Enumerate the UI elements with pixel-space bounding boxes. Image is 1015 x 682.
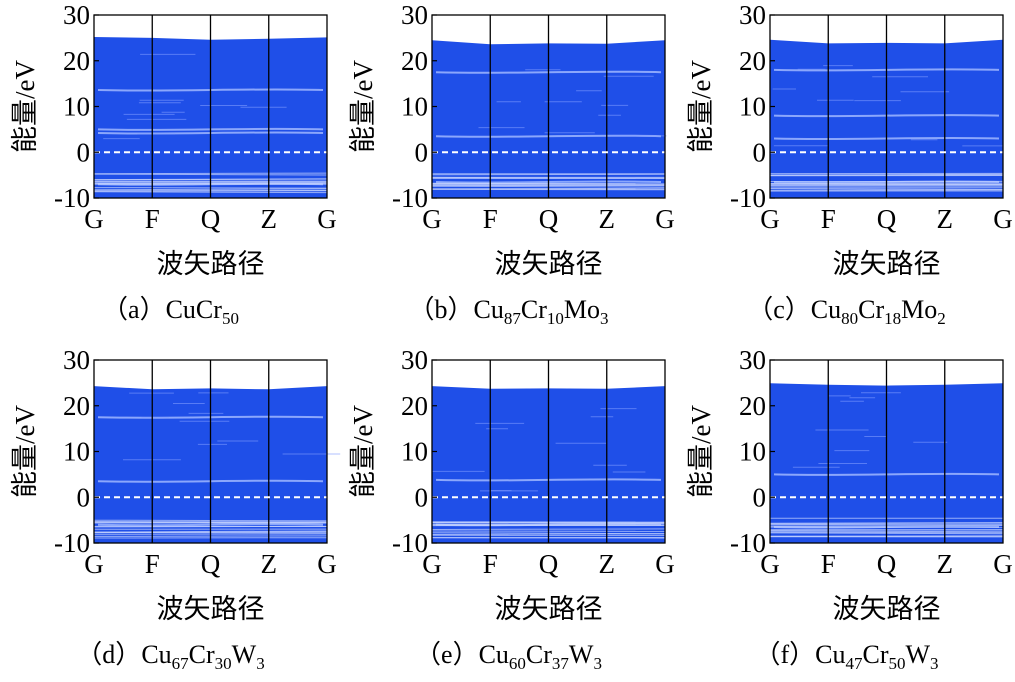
x-tick-label: G [655, 204, 675, 234]
x-tick-label: Z [599, 549, 616, 579]
x-axis-label: 波矢路径 [495, 249, 603, 279]
x-tick-label: Q [877, 204, 897, 234]
band-chart-svg: -100102030GFQZG能量/eV波矢路径（c）Cu80​Cr18​Mo2… [676, 0, 1014, 337]
x-tick-label: Q [201, 204, 221, 234]
y-axis-label: 能量/eV [686, 60, 716, 153]
y-tick-label: 0 [77, 137, 91, 167]
y-tick-label: 0 [415, 137, 429, 167]
x-tick-label: G [317, 549, 337, 579]
panel-caption: （e）Cu60​Cr37​W3​ [415, 640, 602, 673]
y-tick-label: 20 [401, 391, 428, 421]
y-tick-label: 10 [739, 437, 766, 467]
x-tick-label: Q [877, 549, 897, 579]
x-tick-label: Z [261, 204, 278, 234]
x-tick-label: F [483, 204, 498, 234]
panel-caption: （f）Cu47​Cr50​W3​ [754, 640, 938, 673]
x-tick-label: Z [937, 549, 954, 579]
y-tick-label: 0 [77, 482, 91, 512]
y-tick-label: 30 [63, 345, 90, 375]
x-tick-label: G [993, 204, 1013, 234]
band-panel-b: -100102030GFQZG能量/eV波矢路径（b）Cu87​Cr10​Mo3… [338, 0, 676, 337]
x-tick-label: Z [937, 204, 954, 234]
y-tick-label: 30 [739, 0, 766, 30]
x-tick-label: G [655, 549, 675, 579]
y-tick-label: 20 [739, 46, 766, 76]
y-tick-label: 30 [739, 345, 766, 375]
y-axis-label: 能量/eV [348, 60, 378, 153]
x-tick-label: G [422, 204, 442, 234]
y-tick-label: 10 [63, 92, 90, 122]
y-axis-label: 能量/eV [686, 405, 716, 498]
y-tick-label: 20 [63, 46, 90, 76]
x-tick-label: F [145, 549, 160, 579]
y-tick-label: 10 [63, 437, 90, 467]
x-tick-label: G [993, 549, 1013, 579]
band-panel-c: -100102030GFQZG能量/eV波矢路径（c）Cu80​Cr18​Mo2… [676, 0, 1014, 337]
y-tick-label: 20 [63, 391, 90, 421]
panel-caption: （d）Cu67​Cr30​W3​ [76, 640, 264, 673]
x-tick-label: Q [201, 549, 221, 579]
panel-caption: （c）Cu80​Cr18​Mo2​ [747, 295, 946, 328]
y-tick-label: 30 [401, 345, 428, 375]
y-tick-label: 20 [401, 46, 428, 76]
x-tick-label: G [84, 549, 104, 579]
x-tick-label: G [760, 204, 780, 234]
y-axis-label: 能量/eV [348, 405, 378, 498]
x-axis-label: 波矢路径 [833, 249, 941, 279]
y-tick-label: 0 [753, 137, 767, 167]
x-tick-label: F [821, 204, 836, 234]
x-tick-label: Z [261, 549, 278, 579]
band-chart-svg: -100102030GFQZG能量/eV波矢路径（b）Cu87​Cr10​Mo3… [338, 0, 676, 337]
y-tick-label: 10 [739, 92, 766, 122]
x-tick-label: G [84, 204, 104, 234]
x-axis-label: 波矢路径 [833, 594, 941, 624]
y-tick-label: 0 [753, 482, 767, 512]
x-tick-label: Q [539, 549, 559, 579]
y-axis-label: 能量/eV [10, 405, 40, 498]
x-axis-label: 波矢路径 [157, 249, 265, 279]
x-tick-label: G [760, 549, 780, 579]
y-tick-label: 30 [63, 0, 90, 30]
panel-caption: （b）Cu87​Cr10​Mo3​ [409, 295, 609, 328]
x-axis-label: 波矢路径 [157, 594, 265, 624]
panel-caption: （a）CuCr50​ [102, 295, 239, 328]
y-tick-label: 20 [739, 391, 766, 421]
x-tick-label: Q [539, 204, 559, 234]
x-tick-label: F [483, 549, 498, 579]
x-tick-label: Z [599, 204, 616, 234]
y-tick-label: 0 [415, 482, 429, 512]
x-tick-label: F [145, 204, 160, 234]
x-axis-label: 波矢路径 [495, 594, 603, 624]
x-tick-label: F [821, 549, 836, 579]
y-tick-label: 10 [401, 92, 428, 122]
y-axis-label: 能量/eV [10, 60, 40, 153]
y-tick-label: 10 [401, 437, 428, 467]
x-tick-label: G [422, 549, 442, 579]
x-tick-label: G [317, 204, 337, 234]
y-tick-label: 30 [401, 0, 428, 30]
